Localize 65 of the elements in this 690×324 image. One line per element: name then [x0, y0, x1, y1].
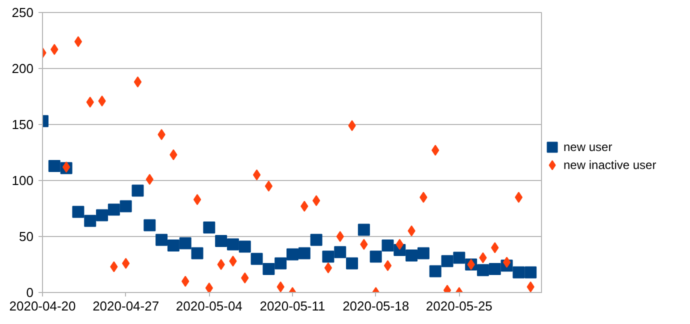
point — [310, 234, 322, 246]
point — [48, 160, 60, 172]
x-tick-label: 2020-04-20 — [9, 298, 76, 314]
point — [382, 239, 394, 252]
point — [120, 200, 132, 212]
point — [167, 239, 180, 252]
y-tick-label: 50 — [19, 229, 34, 244]
point — [215, 234, 228, 247]
point — [286, 248, 298, 260]
point — [502, 256, 511, 268]
x-tick-label: 2020-05-11 — [260, 298, 326, 314]
point — [476, 264, 489, 276]
point — [322, 250, 334, 263]
point — [252, 169, 261, 180]
point — [191, 247, 204, 260]
y-tick-label: 200 — [12, 61, 34, 76]
point — [488, 262, 501, 275]
x-tick-label: 2020-05-18 — [342, 298, 410, 314]
point — [384, 260, 392, 272]
x-tick-label: 2020-05-04 — [176, 298, 242, 314]
point — [238, 240, 251, 253]
point — [346, 257, 358, 270]
y-tick-label: 150 — [12, 117, 34, 132]
point — [406, 250, 418, 262]
x-tick-label: 2020-04-27 — [92, 298, 160, 314]
point — [358, 224, 370, 236]
point — [156, 234, 168, 246]
point — [96, 209, 108, 222]
point — [441, 255, 454, 268]
y-tick-label: 250 — [12, 5, 34, 20]
point — [336, 231, 344, 242]
point — [74, 36, 82, 48]
point — [264, 180, 273, 192]
point — [312, 195, 320, 206]
point — [108, 204, 120, 216]
point — [467, 259, 475, 270]
legend-label: new inactive user — [564, 158, 656, 172]
point — [417, 247, 430, 260]
point — [72, 206, 84, 218]
point — [429, 265, 442, 278]
point — [226, 238, 239, 250]
point — [132, 184, 144, 197]
y-tick-label: 0 — [26, 285, 34, 300]
point — [370, 250, 382, 263]
legend-label: new user — [564, 140, 612, 154]
point — [262, 262, 275, 275]
point — [217, 259, 225, 270]
point — [334, 246, 346, 258]
point — [453, 252, 466, 264]
point — [512, 266, 525, 278]
point — [298, 247, 310, 260]
point — [274, 257, 287, 270]
point — [179, 237, 192, 250]
point — [524, 266, 537, 278]
point — [203, 222, 216, 234]
point — [144, 219, 156, 232]
point — [84, 214, 96, 227]
point — [250, 252, 263, 265]
x-tick-label: 2020-05-25 — [426, 298, 492, 314]
y-tick-label: 100 — [12, 173, 34, 188]
point — [324, 262, 332, 274]
point — [134, 76, 142, 88]
point — [205, 282, 213, 292]
point — [193, 194, 202, 206]
point — [514, 192, 523, 203]
